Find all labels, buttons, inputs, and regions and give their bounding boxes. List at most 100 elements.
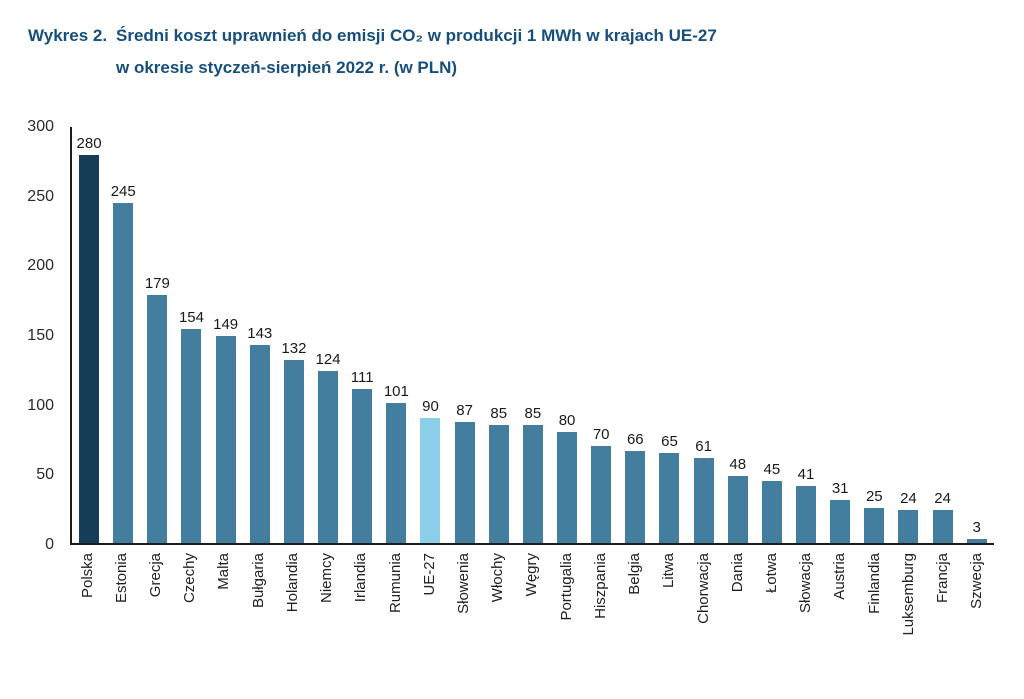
y-tick-label: 200	[27, 257, 54, 275]
x-label-cell: Hiszpania	[583, 553, 617, 699]
bar-niemcy	[318, 371, 339, 543]
bar-value-label: 101	[383, 382, 409, 400]
x-axis-label: UE-27	[420, 553, 438, 596]
bar-value-label: 111	[350, 369, 374, 387]
x-label-cell: Irlandia	[344, 553, 378, 699]
bar-column: 149	[209, 127, 243, 543]
bar-column: 90	[413, 127, 447, 543]
bar-ue-27	[420, 418, 441, 543]
x-label-cell: Słowacja	[789, 553, 823, 699]
x-axis-label: Malta	[215, 553, 233, 590]
bar-łotwa	[761, 480, 782, 543]
bar-francja	[932, 509, 953, 543]
bar-column: 124	[311, 127, 345, 543]
x-label-cell: Polska	[70, 553, 104, 699]
bar-value-label: 143	[247, 324, 273, 342]
x-label-cell: Dania	[720, 553, 754, 699]
x-axis-label: Luksemburg	[899, 553, 917, 636]
y-tick-label: 250	[27, 187, 54, 205]
bar-belgia	[625, 451, 646, 543]
x-axis-label: Hiszpania	[591, 553, 609, 619]
bar-column: 132	[277, 127, 311, 543]
bar-value-label: 245	[110, 183, 136, 201]
chart-title-line1: Średni koszt uprawnień do emisji CO₂ w p…	[116, 26, 717, 45]
bar-column: 85	[516, 127, 550, 543]
bar-value-label: 61	[695, 438, 712, 456]
bar-column: 41	[789, 127, 823, 543]
bar-value-label: 85	[524, 405, 542, 423]
x-axis-label: Estonia	[112, 553, 130, 604]
bar-grecja	[147, 294, 168, 543]
bar-value-label: 154	[178, 309, 204, 327]
x-label-cell: Belgia	[618, 553, 652, 699]
bar-column: 3	[960, 127, 994, 543]
x-label-cell: Łotwa	[754, 553, 788, 699]
bar-szwecja	[966, 538, 987, 543]
bar-value-label: 179	[144, 274, 170, 292]
x-label-cell: Austria	[823, 553, 857, 699]
bar-column: 45	[755, 127, 789, 543]
x-label-cell: Bułgaria	[241, 553, 275, 699]
bar-column: 24	[891, 127, 925, 543]
bar-column: 143	[243, 127, 277, 543]
x-label-cell: Luksemburg	[891, 553, 925, 699]
x-label-cell: Słowenia	[446, 553, 480, 699]
x-label-cell: Rumunia	[378, 553, 412, 699]
y-axis: 0 50 100 150 200 250 300	[4, 118, 60, 553]
bar-column: 61	[687, 127, 721, 543]
x-axis-label: Węgry	[523, 553, 541, 597]
x-axis-label: Belgia	[626, 553, 644, 595]
x-label-cell: Malta	[207, 553, 241, 699]
bar-column: 80	[550, 127, 584, 543]
bar-value-label: 48	[729, 456, 747, 474]
bar-value-label: 80	[558, 412, 576, 430]
x-label-cell: Szwecja	[960, 553, 994, 699]
y-tick-label: 300	[27, 118, 54, 135]
bar-rumunia	[386, 402, 407, 543]
x-axis-label: Słowacja	[797, 553, 815, 614]
bar-włochy	[488, 425, 509, 543]
bar-value-label: 280	[76, 134, 102, 152]
bar-value-label: 3	[972, 518, 981, 536]
bar-column: 48	[721, 127, 755, 543]
bar-hiszpania	[591, 445, 612, 543]
x-axis-label: Finlandia	[865, 553, 883, 614]
chart-title-line2: w okresie styczeń-sierpień 2022 r. (w PL…	[116, 58, 458, 77]
x-axis-labels: Polska Estonia Grecja Czechy Malta Bułgaria Ho…	[70, 553, 994, 699]
y-tick-label: 150	[27, 327, 54, 344]
bar-column: 65	[652, 127, 686, 543]
bar-value-label: 124	[315, 351, 341, 369]
x-axis-label: Dania	[728, 553, 746, 593]
bar-chart: 0 50 100 150 200 250 300 280 245 179 154 149 143 132…	[27, 118, 994, 699]
bar-austria	[830, 500, 851, 543]
x-axis-label: Chorwacja	[694, 553, 712, 624]
x-axis-label: Polska	[78, 553, 96, 599]
bar-czechy	[181, 329, 202, 543]
bar-value-label: 25	[865, 488, 883, 506]
chart-title-text: Średni koszt uprawnień do emisji CO₂ w p…	[116, 20, 1004, 84]
x-label-cell: Węgry	[515, 553, 549, 699]
bar-value-label: 24	[900, 489, 917, 507]
x-label-cell: Litwa	[652, 553, 686, 699]
bar-column: 31	[823, 127, 857, 543]
bar-value-label: 41	[797, 466, 815, 484]
x-axis-label: Szwecja	[968, 553, 986, 609]
bar-value-label: 85	[490, 405, 508, 423]
bar-chorwacja	[693, 458, 714, 543]
chart-number-label: Wykres 2.	[28, 26, 108, 45]
x-label-cell: Finlandia	[857, 553, 891, 699]
plot-area: 280 245 179 154 149 143 132 124 111 101 90 87 85 85 80…	[70, 127, 994, 545]
x-axis-label: Łotwa	[762, 553, 780, 594]
y-tick-label: 100	[27, 396, 54, 414]
x-axis-label: Słowenia	[455, 553, 473, 614]
bar-column: 87	[448, 127, 482, 543]
x-axis-label: Bułgaria	[249, 553, 267, 609]
bar-luksemburg	[898, 509, 919, 543]
x-label-cell: Portugalia	[549, 553, 583, 699]
chart-title: Wykres 2. Średni koszt uprawnień do emis…	[0, 0, 1024, 84]
x-label-cell: Francja	[925, 553, 959, 699]
bar-column: 25	[857, 127, 891, 543]
bar-value-label: 24	[934, 489, 951, 507]
x-axis-label: Portugalia	[557, 553, 575, 621]
x-label-cell: Estonia	[104, 553, 138, 699]
